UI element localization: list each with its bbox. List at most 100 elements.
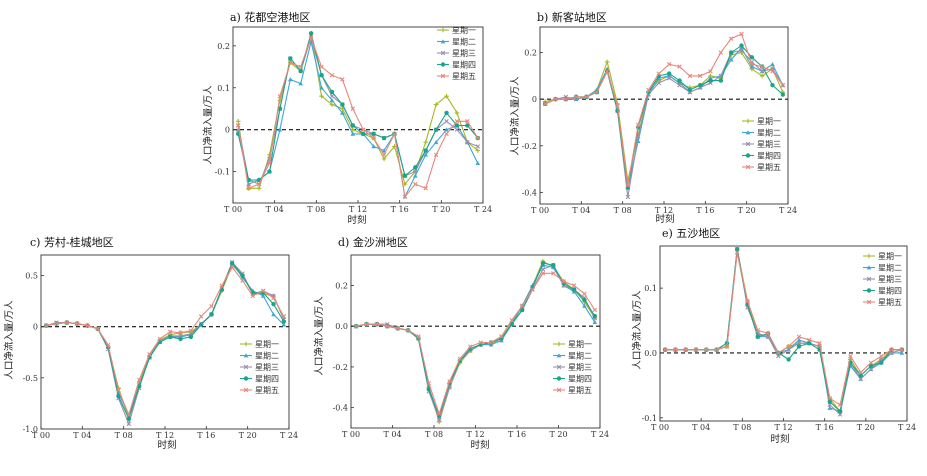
series-1 bbox=[235, 30, 481, 191]
legend-label: 星期二 bbox=[757, 129, 781, 138]
data-point bbox=[277, 93, 283, 99]
legend-label: 星期三 bbox=[255, 363, 279, 372]
data-point bbox=[677, 82, 682, 88]
data-point bbox=[277, 127, 283, 132]
x-tick-label: T 20 bbox=[857, 423, 875, 432]
x-tick-label: T 16 bbox=[197, 431, 215, 440]
data-point bbox=[454, 123, 460, 128]
panel-title: d) 金沙洲地区 bbox=[338, 235, 408, 249]
series-line bbox=[237, 35, 479, 198]
legend-marker bbox=[866, 276, 872, 282]
x-tick-label: T 08 bbox=[614, 206, 632, 215]
x-tick-label: T 00 bbox=[651, 423, 669, 432]
y-axis-label: 人口净流入量/万人 bbox=[631, 290, 643, 370]
data-point bbox=[468, 344, 473, 349]
series-line bbox=[544, 33, 784, 186]
series-line bbox=[544, 49, 784, 198]
data-point bbox=[677, 64, 682, 69]
data-point bbox=[708, 69, 713, 74]
x-tick-label: T 24 bbox=[280, 431, 298, 440]
data-point bbox=[749, 55, 755, 60]
data-point bbox=[519, 307, 525, 313]
legend-marker bbox=[440, 73, 446, 79]
chart-panel-d: d) 金沙洲地区 时刻 人口净流入量/万人 T 00 T 04 T 08 T 12 T … bbox=[313, 235, 609, 451]
data-point bbox=[371, 131, 376, 137]
data-point bbox=[188, 328, 194, 333]
x-tick-label: T 00 bbox=[32, 431, 50, 440]
x-tick-label: T 04 bbox=[692, 423, 710, 432]
data-point bbox=[246, 186, 251, 191]
series-line bbox=[237, 41, 479, 199]
data-point bbox=[298, 68, 303, 74]
y-tick-label: 0.2 bbox=[335, 282, 348, 291]
data-point bbox=[488, 340, 494, 345]
data-point bbox=[43, 323, 49, 328]
data-point bbox=[298, 81, 304, 86]
x-axis-label: 时刻 bbox=[157, 439, 176, 451]
data-point bbox=[444, 119, 449, 124]
data-point bbox=[530, 287, 535, 292]
data-point bbox=[687, 73, 693, 79]
legend-label: 星期一 bbox=[568, 340, 592, 349]
x-axis-label: 时刻 bbox=[347, 214, 366, 226]
series-3 bbox=[662, 247, 905, 417]
data-point bbox=[687, 87, 693, 93]
data-point bbox=[281, 322, 287, 327]
data-point bbox=[319, 85, 324, 90]
data-point bbox=[235, 118, 241, 124]
data-point bbox=[542, 101, 548, 107]
data-point bbox=[329, 89, 335, 95]
data-point bbox=[759, 73, 765, 79]
data-point bbox=[697, 83, 703, 88]
x-tick-label: T 16 bbox=[816, 423, 834, 432]
legend-label: 星期一 bbox=[452, 26, 476, 35]
data-point bbox=[868, 360, 874, 365]
data-point bbox=[519, 303, 525, 309]
data-point bbox=[837, 409, 843, 414]
y-tick-label: 0.5 bbox=[25, 271, 38, 280]
data-point bbox=[371, 144, 376, 149]
x-tick-label: T 24 bbox=[898, 423, 916, 432]
data-point bbox=[95, 326, 101, 331]
data-point bbox=[796, 344, 802, 349]
data-point bbox=[229, 260, 235, 266]
data-point bbox=[198, 314, 204, 319]
data-point bbox=[444, 131, 449, 137]
data-point bbox=[288, 60, 293, 65]
legend-marker bbox=[440, 62, 446, 67]
data-point bbox=[475, 135, 481, 141]
panel-title: e) 五沙地区 bbox=[662, 227, 720, 240]
series-4 bbox=[353, 260, 598, 418]
x-axis-label: 时刻 bbox=[770, 433, 789, 445]
data-point bbox=[817, 340, 822, 346]
series-line bbox=[665, 249, 902, 413]
data-point bbox=[308, 35, 314, 40]
series-line bbox=[46, 266, 285, 417]
data-point bbox=[745, 298, 750, 304]
x-tick-label: T 04 bbox=[383, 430, 401, 439]
data-point bbox=[105, 342, 111, 348]
series-5 bbox=[542, 31, 786, 188]
data-point bbox=[271, 301, 276, 307]
legend-label: 星期二 bbox=[878, 264, 902, 273]
series-line bbox=[356, 264, 596, 420]
data-point bbox=[350, 106, 356, 111]
data-point bbox=[708, 78, 713, 83]
series-5 bbox=[43, 265, 287, 417]
data-point bbox=[868, 363, 874, 369]
series-line bbox=[665, 252, 902, 413]
data-point bbox=[64, 320, 70, 325]
data-point bbox=[374, 321, 380, 327]
y-tick-label: 0.2 bbox=[217, 42, 230, 51]
data-point bbox=[240, 278, 245, 283]
legend-label: 星期一 bbox=[878, 252, 902, 261]
data-point bbox=[465, 140, 470, 145]
x-tick-label: T 20 bbox=[432, 205, 450, 214]
y-tick-label: 0.1 bbox=[644, 284, 657, 293]
data-point bbox=[693, 347, 699, 352]
data-point bbox=[436, 411, 442, 416]
data-point bbox=[267, 169, 272, 174]
